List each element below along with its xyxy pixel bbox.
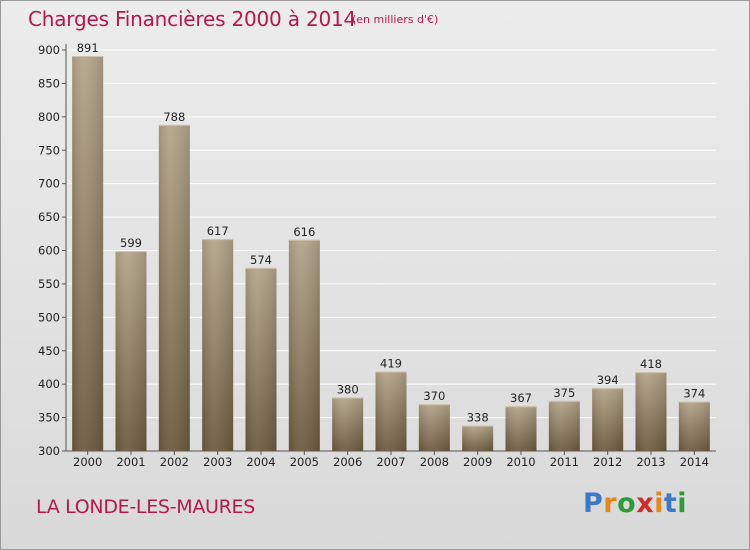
y-tick-label: 800: [38, 110, 60, 124]
chart-title: Charges Financières 2000 à 2014: [28, 7, 357, 31]
y-tick-label: 750: [38, 143, 60, 157]
value-label: 370: [423, 389, 445, 403]
logo-letter: x: [636, 488, 655, 519]
bar-shading: [375, 371, 407, 451]
value-label: 374: [683, 387, 705, 401]
x-tick-label: 2000: [73, 455, 102, 469]
x-tick-label: 2009: [463, 455, 492, 469]
x-tick-label: 2013: [636, 455, 665, 469]
bar-shading: [332, 397, 364, 451]
bar-shading: [115, 251, 147, 451]
chart-unit-note: (en milliers d'€): [352, 13, 439, 26]
value-label: 394: [597, 373, 619, 387]
bar-shading: [592, 388, 624, 451]
x-tick-label: 2004: [246, 455, 275, 469]
x-tick-label: 2014: [680, 455, 709, 469]
y-tick-label: 600: [38, 244, 60, 258]
logo-letter: i: [654, 488, 664, 519]
y-tick-label: 900: [38, 43, 60, 57]
value-label: 891: [77, 41, 99, 55]
value-label: 418: [640, 357, 662, 371]
value-label: 616: [293, 225, 315, 239]
bar-shading: [418, 404, 450, 451]
logo-letter: t: [663, 488, 678, 519]
x-tick-label: 2010: [506, 455, 535, 469]
proxiti-logo[interactable]: Proxiti: [583, 488, 687, 519]
bar-shading: [678, 401, 710, 451]
y-tick-label: 850: [38, 76, 60, 90]
x-tick-label: 2001: [116, 455, 145, 469]
value-labels: 891 599 788 617 574 616 380 419 370 338 367 375 394 4…: [77, 41, 706, 425]
bar-shading: [245, 267, 277, 451]
value-label: 375: [553, 386, 575, 400]
commune-name: LA LONDE-LES-MAURES: [36, 496, 255, 518]
bar-shading: [202, 239, 234, 451]
value-label: 338: [467, 411, 489, 425]
logo-letter: o: [617, 488, 637, 519]
x-tick-label: 2008: [420, 455, 449, 469]
value-label: 574: [250, 253, 272, 267]
value-label: 419: [380, 356, 402, 370]
value-label: 788: [163, 110, 185, 124]
bar-shading: [505, 406, 537, 451]
y-tick-label: 300: [38, 444, 60, 458]
bar-shading: [635, 372, 667, 451]
bar-shading: [462, 425, 494, 451]
x-tick-label: 2005: [290, 455, 319, 469]
bars: [72, 56, 710, 451]
logo-letter: P: [583, 488, 604, 519]
y-tick-label: 500: [38, 310, 60, 324]
value-label: 367: [510, 391, 532, 405]
x-tick-label: 2003: [203, 455, 232, 469]
logo-letter: r: [603, 488, 618, 519]
y-tick-label: 650: [38, 210, 60, 224]
y-tick-label: 450: [38, 344, 60, 358]
value-label: 599: [120, 236, 142, 250]
x-tick-label: 2012: [593, 455, 622, 469]
x-tick-label: 2007: [376, 455, 405, 469]
bar-shading: [72, 56, 104, 451]
logo-letter: i: [677, 488, 688, 519]
y-tick-label: 700: [38, 177, 60, 191]
y-tick-label: 550: [38, 277, 60, 291]
bar-shading: [288, 239, 320, 451]
bar-shading: [158, 124, 190, 451]
x-tick-label: 2011: [550, 455, 579, 469]
y-tick-label: 400: [38, 377, 60, 391]
bar-shading: [548, 400, 580, 451]
value-label: 617: [207, 224, 229, 238]
value-label: 380: [337, 383, 359, 397]
axes: 300 350 400 450 500 550 600 650 700 750 800 850 900 2…: [38, 43, 716, 469]
x-tick-label: 2002: [160, 455, 189, 469]
x-tick-label: 2006: [333, 455, 362, 469]
y-tick-label: 350: [38, 411, 60, 425]
